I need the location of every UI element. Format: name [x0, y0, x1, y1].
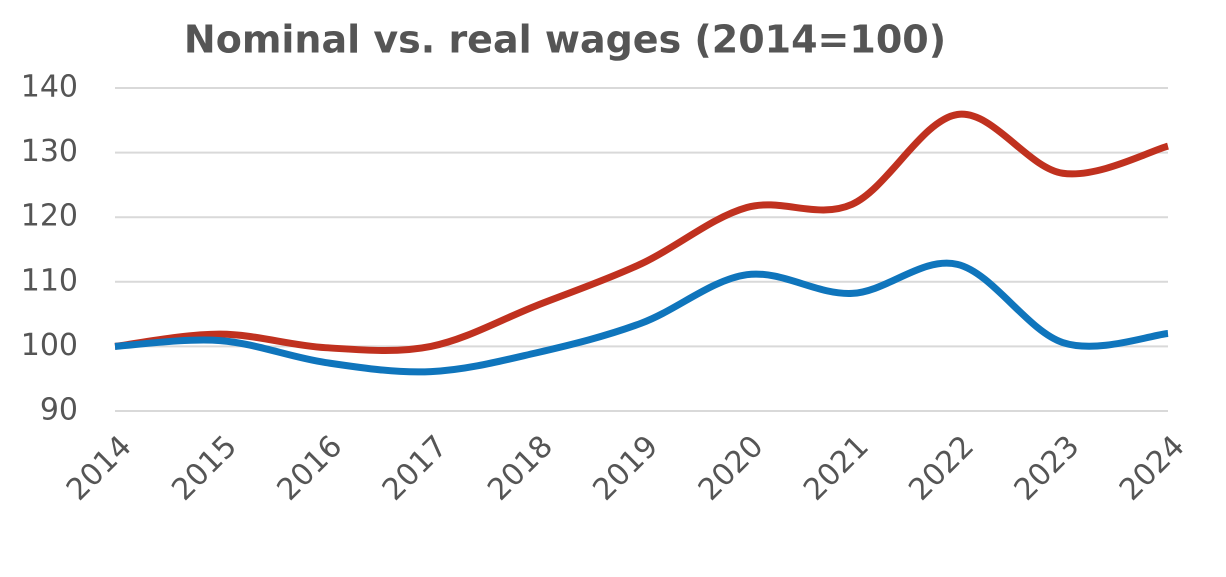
- x-tick-label: 2016: [271, 429, 350, 508]
- x-tick-label: 2023: [1008, 429, 1087, 508]
- y-tick-label: 90: [40, 393, 78, 428]
- line: [114, 259, 1169, 376]
- x-tick-label: 2018: [481, 429, 560, 508]
- x-tick-label: 2019: [586, 429, 665, 508]
- y-tick-label: 130: [21, 134, 78, 169]
- x-tick-label: 2017: [376, 429, 455, 508]
- x-tick-label: 2022: [902, 429, 981, 508]
- y-tick-label: 100: [21, 328, 78, 363]
- x-tick-label: 2020: [692, 429, 771, 508]
- line: [114, 110, 1170, 354]
- x-tick-label: 2021: [797, 429, 876, 508]
- y-tick-label: 110: [21, 263, 78, 298]
- x-tick-label: 2024: [1113, 429, 1192, 508]
- y-tick-label: 120: [21, 199, 78, 234]
- y-tick-label: 140: [21, 70, 78, 105]
- chart-title: Nominal vs. real wages (2014=100): [184, 18, 946, 62]
- x-tick-label: 2015: [165, 429, 244, 508]
- x-tick-label: 2014: [60, 429, 139, 508]
